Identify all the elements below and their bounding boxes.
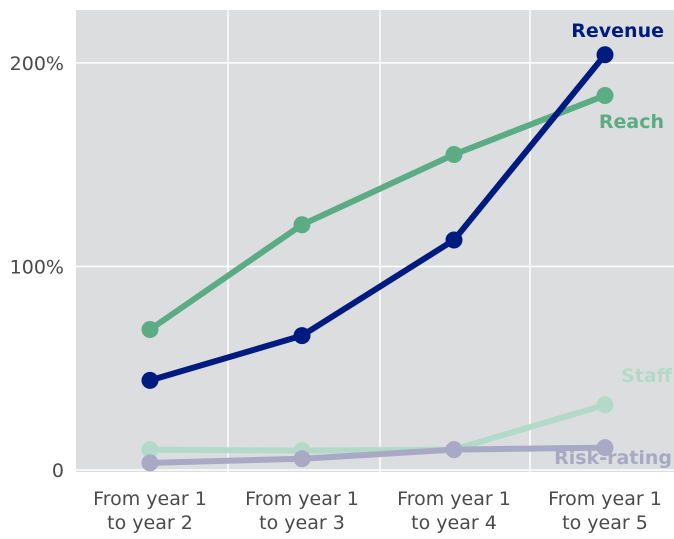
x-category-line: From year 1: [93, 488, 207, 510]
gridlines: [76, 10, 674, 472]
data-point: [141, 321, 159, 339]
data-point: [596, 439, 614, 457]
x-category-line: to year 4: [411, 512, 497, 534]
y-axis-ticks: 0 100% 200%: [10, 53, 64, 482]
series-line: [147, 51, 608, 384]
x-category-line: From year 1: [548, 488, 662, 510]
x-category-line: From year 1: [245, 488, 359, 510]
data-point: [141, 371, 159, 389]
x-category-label: From year 1 to year 2: [93, 488, 207, 534]
x-category-line: to year 3: [259, 512, 345, 534]
x-category-label: From year 1 to year 4: [397, 488, 511, 534]
data-point: [445, 441, 463, 459]
y-tick-label: 200%: [10, 53, 64, 75]
x-category-line: to year 2: [107, 512, 193, 534]
data-point: [596, 396, 614, 414]
y-tick-label: 0: [52, 460, 64, 482]
x-category-line: From year 1: [397, 488, 511, 510]
series-label: Risk-rating: [554, 447, 672, 469]
data-point: [445, 231, 463, 249]
series-label: Staff: [621, 365, 673, 387]
series-line: [147, 401, 608, 454]
plot-background: [76, 10, 674, 472]
series-risk-rating: [141, 439, 614, 472]
data-point: [445, 146, 463, 164]
series-labels: Staff Risk-rating Reach Revenue: [554, 20, 672, 469]
data-point: [596, 86, 614, 104]
data-point: [596, 46, 614, 64]
series-lines: [141, 46, 614, 472]
series-line: [147, 92, 608, 333]
data-point: [293, 450, 311, 468]
series-revenue: [141, 46, 614, 389]
data-point: [293, 216, 311, 234]
series-line: [147, 444, 608, 466]
x-category-label: From year 1 to year 5: [548, 488, 662, 534]
data-point: [141, 454, 159, 472]
x-category-line: to year 5: [562, 512, 648, 534]
data-point: [141, 441, 159, 459]
data-point: [293, 327, 311, 345]
series-reach: [141, 86, 614, 339]
x-category-label: From year 1 to year 3: [245, 488, 359, 534]
y-tick-label: 100%: [10, 256, 64, 278]
series-label: Revenue: [571, 20, 664, 42]
series-label: Reach: [599, 111, 664, 133]
